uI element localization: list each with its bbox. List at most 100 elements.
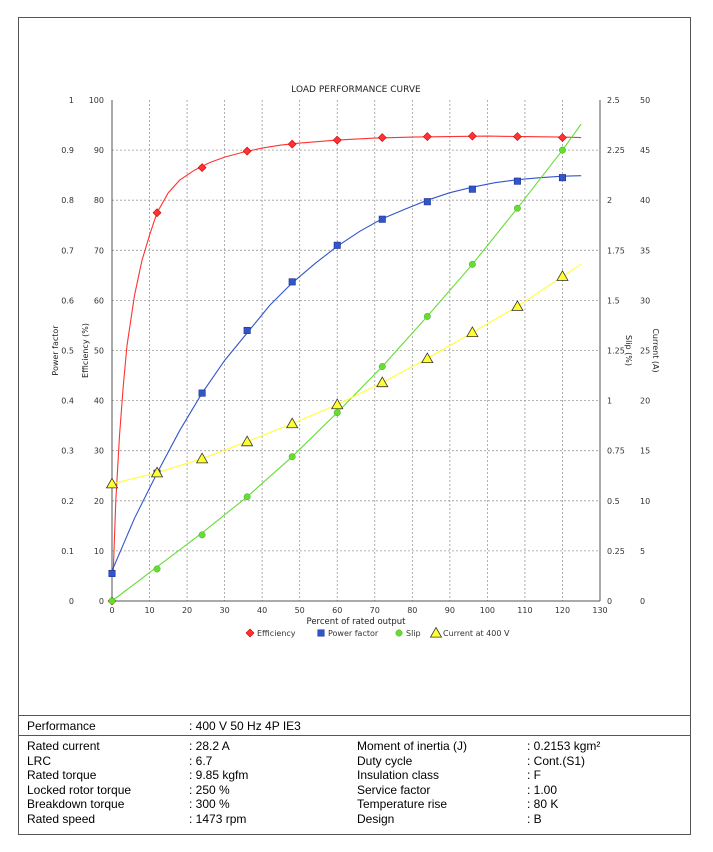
efficiency-point: [287, 139, 297, 149]
x-tick-label: 20: [182, 606, 192, 615]
slip-tick-label: 1.5: [607, 296, 620, 305]
power-factor-point: [288, 278, 296, 286]
efficiency-axis-title: Efficiency (%): [81, 323, 90, 378]
temperature-rise-label: Temperature rise: [357, 797, 448, 811]
efficiency-point: [197, 163, 207, 173]
current-tick-label: 40: [640, 196, 650, 205]
breakdown-torque-label: Breakdown torque: [27, 797, 125, 811]
efficiency-tick-label: 100: [89, 96, 104, 105]
efficiency-point: [558, 133, 567, 142]
efficiency-tick-label: 40: [94, 397, 104, 406]
power-factor-tick-label: 0.4: [61, 397, 74, 406]
current-at-400-v-point: [195, 452, 209, 464]
insulation-class-label: Insulation class: [357, 768, 440, 782]
power-factor-tick-label: 0: [69, 597, 74, 606]
power-factor-point: [198, 389, 206, 397]
current-at-400-v-point: [466, 326, 479, 337]
current-at-400-v-point: [150, 466, 164, 478]
slip-point: [198, 531, 206, 539]
rated-speed-label: Rated speed: [27, 811, 96, 826]
locked-rotor-torque-label: Locked rotor torque: [27, 782, 132, 797]
slip-point: [288, 453, 296, 461]
power-factor-point: [378, 215, 386, 223]
x-tick-label: 40: [257, 606, 267, 615]
efficiency-point: [152, 208, 162, 218]
current-at-400-v-point: [240, 435, 254, 447]
slip-tick-label: 1.75: [607, 246, 625, 255]
performance-label: Performance: [27, 719, 96, 733]
current-tick-label: 25: [640, 347, 650, 356]
power-factor-tick-label: 0.9: [61, 146, 74, 155]
power-factor-tick-label: 0.3: [61, 447, 74, 456]
slip-tick-label: 2.5: [607, 96, 620, 105]
slip-tick-label: 0.5: [607, 497, 620, 506]
current-at-400-v-point: [421, 352, 434, 364]
efficiency-point: [377, 133, 387, 142]
x-tick-label: 130: [592, 606, 607, 615]
moment-of-inertia-label: Moment of inertia (J): [357, 739, 468, 753]
power-factor-point: [558, 174, 566, 182]
power-factor-axis-title: Power factor: [51, 325, 60, 376]
current-at-400-v-point: [285, 417, 299, 429]
current-tick-label: 15: [640, 447, 650, 456]
legend-power-factor-label: Power factor: [328, 629, 379, 638]
lrc-label: LRC: [27, 753, 52, 768]
slip-tick-label: 0.75: [607, 447, 625, 456]
current-tick-label: 5: [640, 547, 645, 556]
power-factor-tick-label: 0.5: [61, 347, 74, 356]
efficiency-tick-label: 0: [99, 597, 104, 606]
power-factor-tick-label: 0.2: [61, 497, 74, 506]
duty-cycle-value: : Cont.(S1): [527, 753, 586, 768]
current-at-400-v-curve: [111, 263, 582, 485]
slip-tick-label: 0.25: [607, 547, 625, 556]
rated-torque-value: : 9.85 kgfm: [189, 768, 249, 782]
temperature-rise-value: : 80 K: [527, 797, 559, 811]
locked-rotor-torque-value: : 250 %: [189, 782, 230, 797]
power-factor-tick-label: 0.6: [61, 296, 74, 305]
efficiency-tick-label: 10: [94, 547, 104, 556]
slip-point: [243, 493, 251, 501]
x-tick-label: 60: [332, 606, 342, 615]
insulation-class-value: : F: [527, 768, 541, 782]
rated-speed-value: : 1473 rpm: [189, 811, 247, 826]
duty-cycle-label: Duty cycle: [357, 753, 413, 768]
legend-power-factor-marker: [317, 629, 325, 637]
efficiency-tick-label: 70: [94, 246, 104, 255]
rated-torque-label: Rated torque: [27, 768, 97, 782]
efficiency-curve: [112, 135, 582, 577]
legend-efficiency-marker: [245, 628, 255, 638]
efficiency-point: [467, 131, 477, 141]
x-tick-label: 80: [407, 606, 417, 615]
slip-curve: [111, 123, 582, 602]
power-factor-point: [468, 185, 476, 193]
slip-point: [153, 565, 161, 573]
efficiency-tick-label: 30: [94, 447, 104, 456]
current-at-400-v-point: [376, 376, 389, 388]
current-tick-label: 0: [640, 597, 645, 606]
current-tick-label: 50: [640, 96, 650, 105]
service-factor-label: Service factor: [357, 782, 431, 797]
current-tick-label: 30: [640, 296, 650, 305]
legend-current-at-400-v-marker: [429, 626, 443, 638]
x-tick-label: 10: [144, 606, 154, 615]
x-tick-label: 120: [555, 606, 570, 615]
performance-header-row: Performance : 400 V 50 Hz 4P IE3: [18, 715, 691, 735]
efficiency-tick-label: 60: [94, 296, 104, 305]
current-at-400-v-point: [105, 477, 119, 489]
performance-value: : 400 V 50 Hz 4P IE3: [189, 719, 301, 733]
x-tick-label: 30: [220, 606, 230, 615]
moment-of-inertia-value: : 0.2153 kgm²: [527, 739, 601, 753]
efficiency-tick-label: 80: [94, 196, 104, 205]
design-value: : B: [527, 811, 542, 826]
x-tick-label: 70: [370, 606, 380, 615]
x-axis-title: Percent of rated output: [307, 617, 407, 627]
current-tick-label: 20: [640, 397, 650, 406]
slip-point: [559, 146, 566, 154]
legend-current-at-400-v-label: Current at 400 V: [443, 629, 510, 638]
service-factor-value: : 1.00: [527, 782, 558, 797]
efficiency-point: [512, 132, 522, 141]
power-factor-point: [333, 241, 341, 249]
chart-title: LOAD PERFORMANCE CURVE: [291, 85, 421, 95]
current-at-400-v-point: [556, 270, 569, 281]
slip-tick-label: 1.25: [607, 347, 625, 356]
